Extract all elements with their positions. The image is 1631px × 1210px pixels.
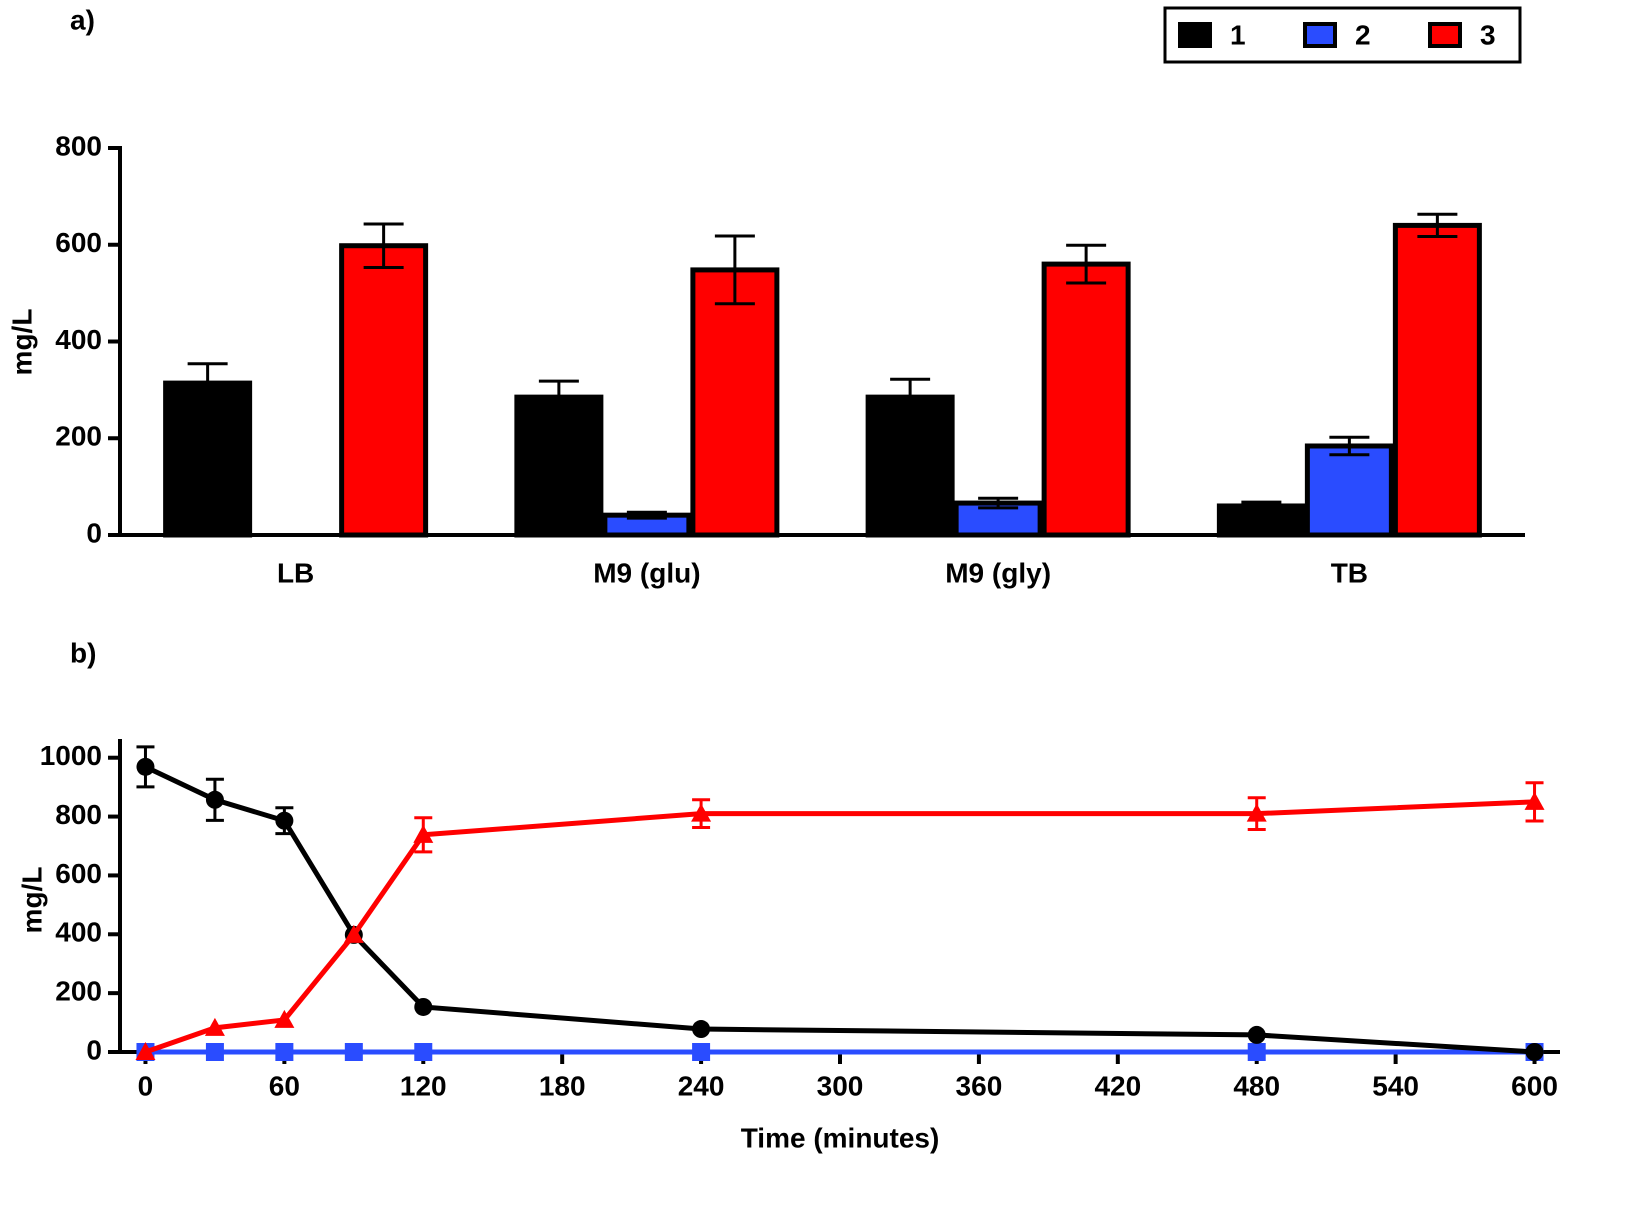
legend-box [1163, 6, 1522, 64]
bar [339, 243, 429, 538]
panel-label: b) [70, 637, 96, 668]
error-bar [714, 234, 755, 306]
marker [135, 1042, 156, 1060]
x-tick-label: 60 [269, 1070, 300, 1101]
y-tick-label: 800 [55, 130, 102, 161]
x-tick-label: 180 [539, 1070, 586, 1101]
marker [136, 757, 155, 776]
error-bar [1066, 243, 1107, 285]
legend-swatch [1428, 22, 1462, 48]
x-tick-label: 300 [817, 1070, 864, 1101]
marker [1524, 791, 1545, 810]
marker [1247, 1025, 1266, 1044]
marker [344, 1043, 363, 1061]
error-bar [890, 377, 931, 417]
x-tick-label: 480 [1233, 1070, 1280, 1101]
legend-label: 3 [1480, 19, 1496, 50]
marker [274, 1009, 295, 1028]
marker [692, 1020, 711, 1039]
bar [514, 394, 604, 538]
marker [1246, 803, 1267, 822]
error-bar [363, 222, 404, 269]
y-axis-label: mg/L [16, 867, 47, 934]
marker [692, 1043, 711, 1061]
error-bar [1241, 500, 1282, 512]
y-tick-label: 600 [55, 227, 102, 258]
bar [1041, 261, 1131, 538]
marker [205, 1043, 224, 1061]
legend-label: 1 [1230, 19, 1246, 50]
legend-swatch [1303, 22, 1337, 48]
marker [204, 1017, 225, 1036]
legend-swatch [1178, 22, 1212, 48]
bar [1304, 443, 1394, 538]
series-line [144, 799, 1535, 1055]
marker [275, 811, 294, 830]
x-tick-label: 540 [1372, 1070, 1419, 1101]
error-bar [626, 510, 667, 520]
x-tick-label: 360 [956, 1070, 1003, 1101]
y-axis-label: mg/L [6, 309, 37, 376]
error-bar [978, 496, 1019, 510]
series-line [144, 764, 1535, 1055]
y-tick-label: 1000 [40, 740, 102, 771]
marker [343, 924, 364, 943]
bar [1392, 222, 1482, 538]
x-tick-label: 0 [138, 1070, 154, 1101]
y-tick-label: 0 [86, 517, 102, 548]
x-tick-label: 120 [400, 1070, 447, 1101]
y-tick-label: 200 [55, 421, 102, 452]
x-tick-label: 240 [678, 1070, 725, 1101]
marker [1247, 1043, 1266, 1061]
y-tick-label: 400 [55, 917, 102, 948]
y-tick-label: 800 [55, 799, 102, 830]
x-axis-label: Time (minutes) [741, 1122, 940, 1153]
marker [275, 1043, 294, 1061]
x-tick-label: 600 [1511, 1070, 1558, 1101]
error-bar [1417, 212, 1458, 239]
x-tick-label: M9 (glu) [593, 557, 700, 588]
x-tick-label: 420 [1094, 1070, 1141, 1101]
y-tick-label: 0 [86, 1034, 102, 1065]
error-bar [538, 379, 579, 415]
x-tick-label: TB [1331, 557, 1368, 588]
bar [690, 267, 780, 538]
marker [205, 790, 224, 809]
bar [163, 380, 253, 538]
panel-label: a) [70, 4, 95, 35]
y-tick-label: 200 [55, 976, 102, 1007]
error-bar [1329, 435, 1370, 457]
y-tick-label: 400 [55, 324, 102, 355]
error-bar [187, 362, 228, 404]
bar [865, 394, 955, 538]
legend-label: 2 [1355, 19, 1371, 50]
marker [414, 1043, 433, 1061]
y-tick-label: 600 [55, 858, 102, 889]
marker [414, 997, 433, 1016]
marker [1525, 1043, 1544, 1061]
x-tick-label: LB [277, 557, 314, 588]
marker [413, 824, 434, 843]
marker [691, 803, 712, 822]
x-tick-label: M9 (gly) [945, 557, 1051, 588]
